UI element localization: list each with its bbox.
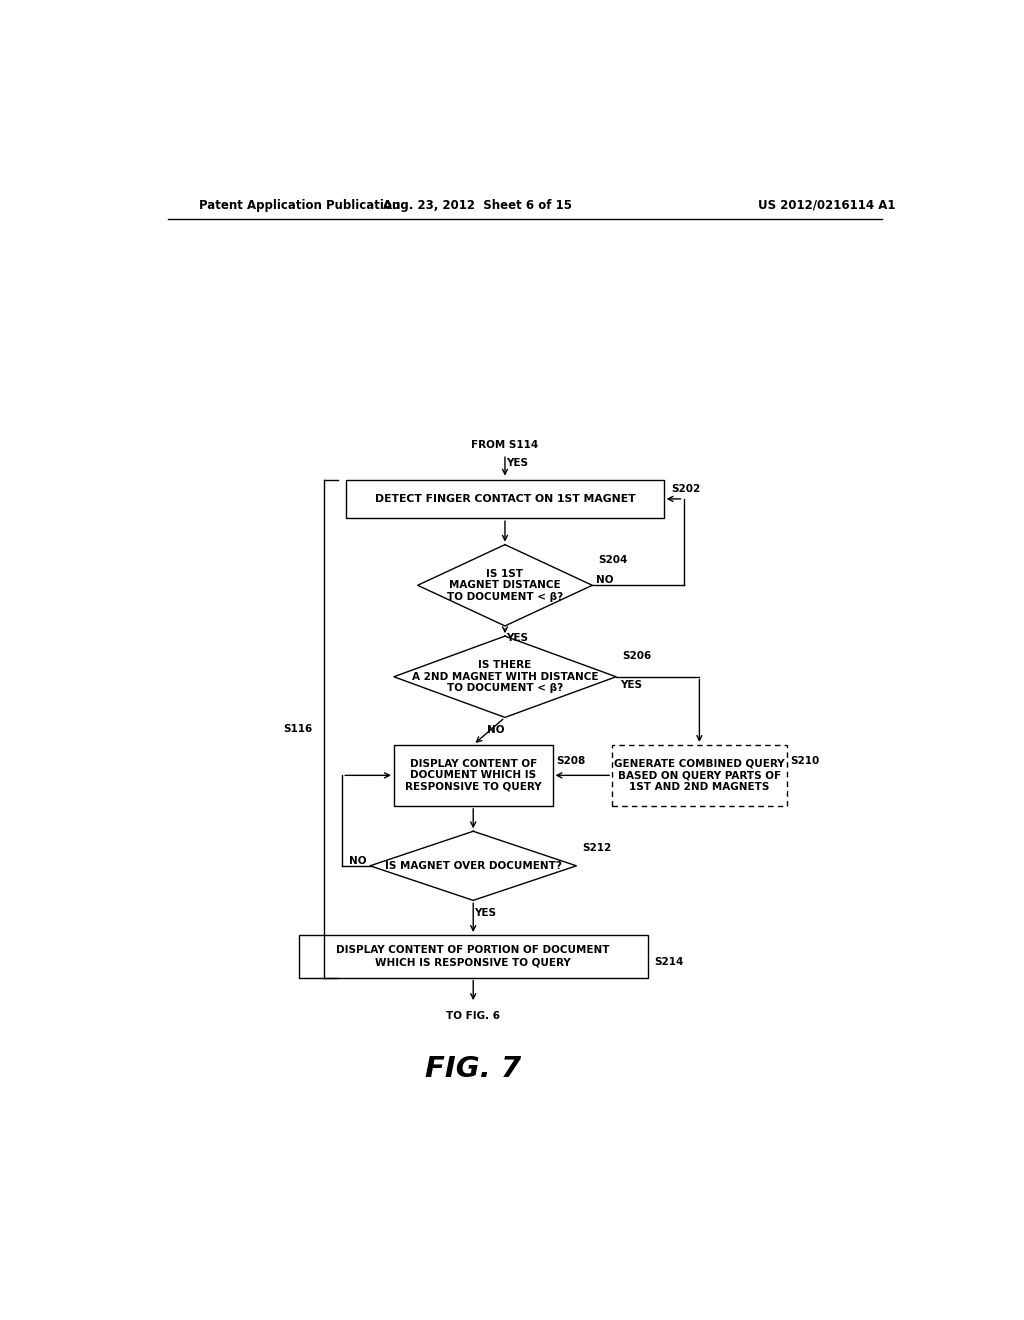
Text: NO: NO bbox=[486, 725, 504, 735]
Text: S204: S204 bbox=[599, 554, 628, 565]
Text: S214: S214 bbox=[654, 957, 684, 968]
Bar bbox=[394, 744, 553, 805]
Text: YES: YES bbox=[506, 634, 527, 643]
Text: GENERATE COMBINED QUERY
BASED ON QUERY PARTS OF
1ST AND 2ND MAGNETS: GENERATE COMBINED QUERY BASED ON QUERY P… bbox=[614, 759, 784, 792]
Text: YES: YES bbox=[474, 908, 496, 917]
Text: S206: S206 bbox=[623, 652, 651, 661]
Text: DETECT FINGER CONTACT ON 1ST MAGNET: DETECT FINGER CONTACT ON 1ST MAGNET bbox=[375, 494, 635, 504]
Text: S208: S208 bbox=[557, 756, 586, 766]
Text: DISPLAY CONTENT OF
DOCUMENT WHICH IS
RESPONSIVE TO QUERY: DISPLAY CONTENT OF DOCUMENT WHICH IS RES… bbox=[404, 759, 542, 792]
Text: FROM S114: FROM S114 bbox=[471, 440, 539, 450]
Text: US 2012/0216114 A1: US 2012/0216114 A1 bbox=[758, 198, 895, 211]
Text: Patent Application Publication: Patent Application Publication bbox=[200, 198, 400, 211]
Bar bbox=[346, 479, 664, 519]
Text: NO: NO bbox=[596, 576, 613, 585]
Text: S116: S116 bbox=[283, 723, 312, 734]
Bar bbox=[299, 935, 648, 978]
Text: NO: NO bbox=[348, 855, 367, 866]
Text: DISPLAY CONTENT OF PORTION OF DOCUMENT
WHICH IS RESPONSIVE TO QUERY: DISPLAY CONTENT OF PORTION OF DOCUMENT W… bbox=[337, 945, 610, 968]
Text: IS 1ST
MAGNET DISTANCE
TO DOCUMENT < β?: IS 1ST MAGNET DISTANCE TO DOCUMENT < β? bbox=[446, 569, 563, 602]
Text: YES: YES bbox=[620, 680, 642, 690]
Text: Aug. 23, 2012  Sheet 6 of 15: Aug. 23, 2012 Sheet 6 of 15 bbox=[383, 198, 571, 211]
Text: S210: S210 bbox=[791, 756, 820, 766]
Bar bbox=[612, 744, 786, 805]
Text: S202: S202 bbox=[672, 483, 700, 494]
Text: TO FIG. 6: TO FIG. 6 bbox=[446, 1011, 500, 1022]
Text: S212: S212 bbox=[583, 842, 612, 853]
Text: FIG. 7: FIG. 7 bbox=[425, 1055, 521, 1084]
Text: IS MAGNET OVER DOCUMENT?: IS MAGNET OVER DOCUMENT? bbox=[385, 861, 561, 871]
Text: IS THERE
A 2ND MAGNET WITH DISTANCE
TO DOCUMENT < β?: IS THERE A 2ND MAGNET WITH DISTANCE TO D… bbox=[412, 660, 598, 693]
Text: YES: YES bbox=[506, 458, 527, 469]
